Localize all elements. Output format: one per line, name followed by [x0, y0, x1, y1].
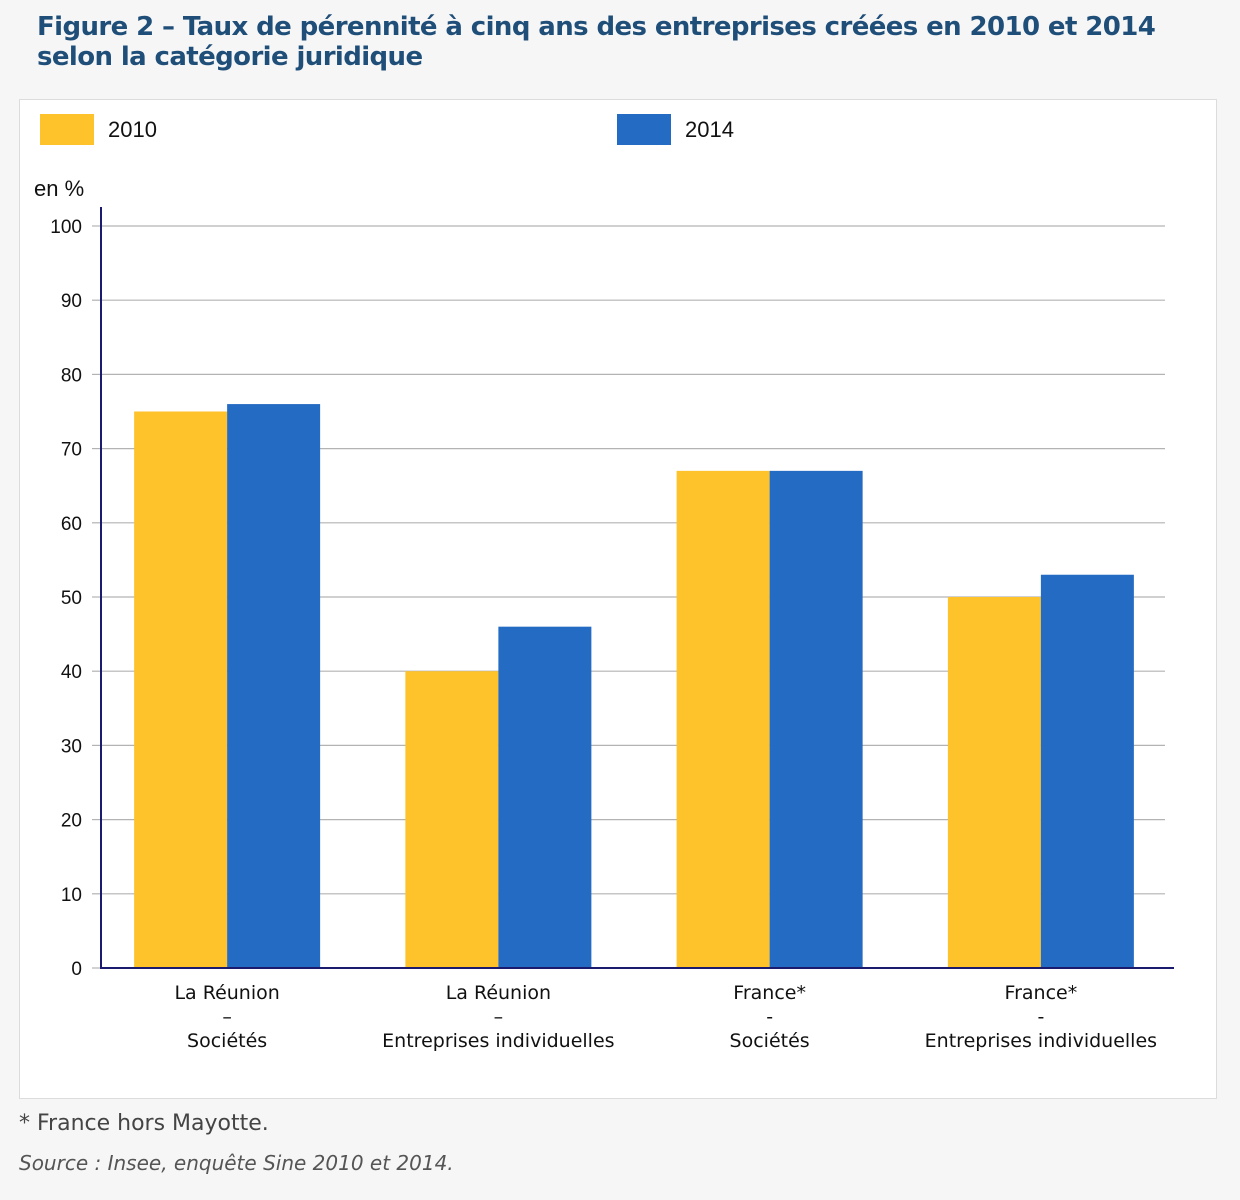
bar-2014-2	[769, 470, 863, 968]
x-tick-label: -	[766, 1006, 773, 1028]
y-tick-label: 30	[61, 736, 82, 757]
bar-2010-1	[405, 671, 499, 968]
x-tick-label: -	[1037, 1006, 1044, 1028]
y-tick-label: 80	[61, 365, 82, 386]
legend-label-2010: 2010	[108, 116, 157, 142]
y-tick-label: 10	[61, 885, 82, 906]
y-tick-label: 60	[61, 514, 82, 535]
y-tick-label: 50	[61, 588, 82, 609]
x-tick-label: –	[494, 1006, 504, 1028]
legend-item-2014: 2014	[617, 114, 734, 145]
x-tick-label: Sociétés	[730, 1030, 810, 1052]
y-tick-label: 20	[61, 811, 82, 832]
x-tick-label: La Réunion	[174, 982, 279, 1004]
y-axis-unit-label: en %	[34, 176, 85, 201]
footnote: * France hors Mayotte.	[19, 1111, 269, 1136]
x-tick-label: La Réunion	[446, 982, 551, 1004]
y-tick-label: 90	[61, 291, 82, 312]
y-tick-label: 0	[71, 959, 82, 980]
bar-2014-3	[1040, 574, 1134, 968]
legend-label-2014: 2014	[685, 116, 734, 142]
chart-title: Figure 2 – Taux de pérennité à cinq ans …	[37, 12, 1156, 72]
y-tick-label: 40	[61, 662, 82, 683]
bar-2014-1	[498, 626, 592, 968]
x-tick-label: France*	[733, 982, 806, 1004]
x-tick-label: Sociétés	[187, 1030, 267, 1052]
y-tick-label: 100	[50, 217, 82, 238]
x-tick-label: France*	[1005, 982, 1078, 1004]
x-tick-label: Entreprises individuelles	[925, 1030, 1157, 1052]
legend-swatch-2014	[617, 114, 671, 145]
legend-item-2010: 2010	[40, 114, 157, 145]
bar-2010-3	[947, 597, 1041, 968]
y-tick-label: 70	[61, 440, 82, 461]
bar-2010-2	[676, 470, 770, 968]
source-note: Source : Insee, enquête Sine 2010 et 201…	[19, 1151, 454, 1175]
bar-2010-0	[134, 411, 228, 968]
x-tick-label: –	[222, 1006, 232, 1028]
legend-swatch-2010	[40, 114, 94, 145]
bar-2014-0	[227, 404, 321, 969]
x-tick-label: Entreprises individuelles	[382, 1030, 614, 1052]
